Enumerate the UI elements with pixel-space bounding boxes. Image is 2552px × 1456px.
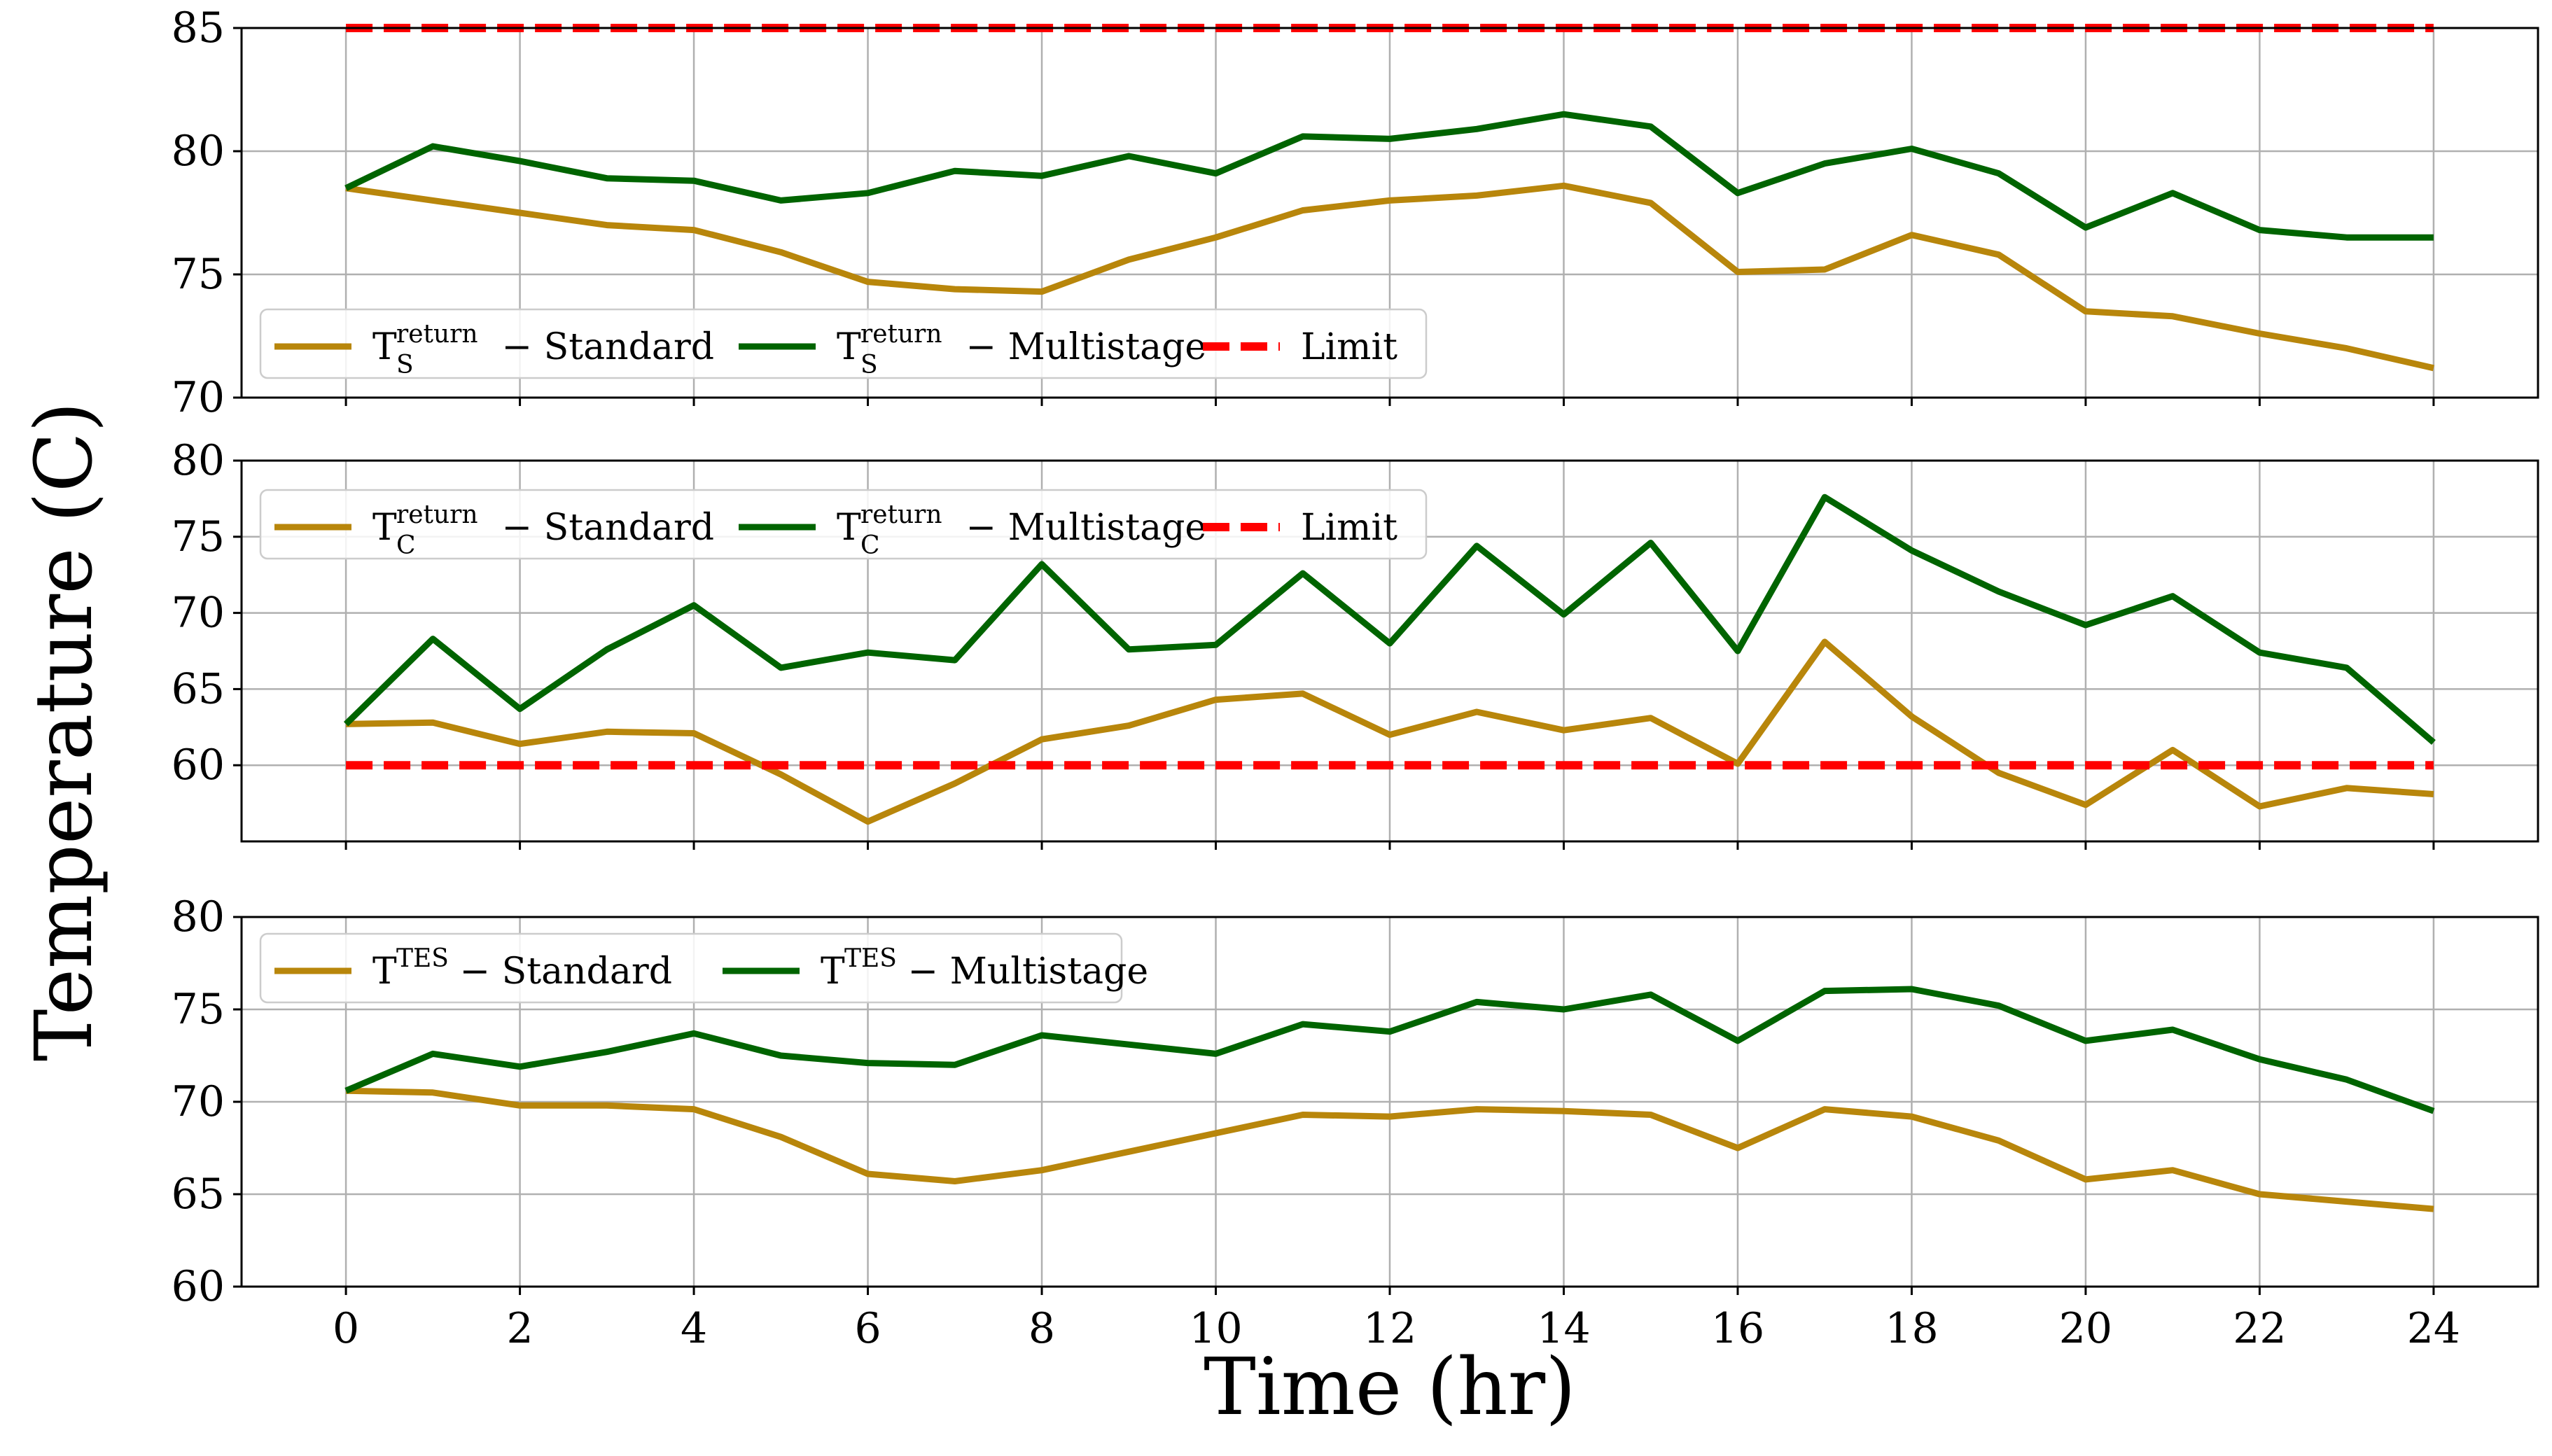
- legend-series-name: − Standard: [448, 951, 672, 993]
- x-tick-label: 0: [333, 1304, 359, 1353]
- legend-series-name: − Multistage: [954, 326, 1206, 368]
- legend-box: [259, 308, 1428, 379]
- x-tick-label: 18: [1885, 1304, 1938, 1353]
- legend-subscript: C: [860, 531, 880, 560]
- legend-label: Treturn C − Standard: [372, 500, 714, 560]
- y-tick-label: 75: [172, 250, 225, 299]
- legend: TTES − Standard TTES − Multistage: [259, 932, 1148, 1004]
- y-tick-label: 60: [172, 741, 225, 790]
- x-tick-label: 4: [681, 1304, 707, 1353]
- x-tick-label: 24: [2407, 1304, 2460, 1353]
- axes-frame: [240, 459, 2539, 843]
- legend-superscript: return: [860, 500, 942, 529]
- y-tick-label: 80: [172, 892, 225, 941]
- legend-superscript: TES: [396, 944, 449, 973]
- x-tick-label: 10: [1189, 1304, 1242, 1353]
- legend: Treturn C − Standard Treturn C − Multistage…: [259, 489, 1428, 560]
- legend-label: Limit: [1301, 326, 1397, 368]
- standard-series-line: [345, 182, 2434, 372]
- y-tick-label: 75: [172, 985, 225, 1034]
- x-tick-label: 6: [854, 1304, 881, 1353]
- y-tick-label: 70: [172, 1077, 225, 1126]
- y-tick-label: 70: [172, 589, 225, 638]
- legend-symbol: T: [837, 507, 861, 549]
- legend: Treturn S − Standard Treturn S − Multistage…: [259, 308, 1428, 379]
- y-tick-label: 65: [172, 664, 225, 713]
- legend-label: Treturn S − Multistage: [837, 320, 1206, 379]
- legend-superscript: return: [396, 500, 478, 529]
- standard-series-line: [346, 1087, 2434, 1212]
- x-axis-title: Time (hr): [1204, 1342, 1576, 1433]
- y-tick-label: 60: [172, 1262, 225, 1311]
- legend-box: [259, 489, 1428, 560]
- y-axis-title: Temperature (C): [19, 402, 110, 1061]
- x-tick-label: 14: [1537, 1304, 1590, 1353]
- legend-superscript: return: [860, 320, 942, 349]
- legend-subscript: S: [396, 351, 414, 379]
- y-tick-label: 80: [172, 127, 225, 176]
- y-tick-label: 70: [172, 373, 225, 422]
- x-tick-label: 2: [506, 1304, 533, 1353]
- x-tick-label: 8: [1029, 1304, 1055, 1353]
- legend-superscript: return: [396, 320, 478, 349]
- legend-superscript: TES: [844, 944, 897, 973]
- y-tick-label: 65: [172, 1170, 225, 1219]
- legend-symbol: T: [372, 951, 397, 993]
- legend-symbol: T: [837, 326, 861, 368]
- standard-series-line: [346, 638, 2434, 825]
- legend-series-name: − Multistage: [896, 951, 1148, 993]
- legend-series-name: − Multistage: [954, 507, 1206, 549]
- legend-subscript: C: [396, 531, 416, 560]
- multistage-series-line: [344, 111, 2434, 241]
- legend-series-name: − Standard: [490, 326, 714, 368]
- x-tick-label: 12: [1363, 1304, 1416, 1353]
- legend-symbol: T: [821, 951, 845, 993]
- x-axis-tick-labels: 0 2 4 6 8 10 12 14 16 18 20 22 24: [333, 1304, 2460, 1353]
- multistage-series-line: [344, 986, 2435, 1114]
- legend-box: [259, 932, 1123, 1004]
- legend-symbol: T: [372, 507, 397, 549]
- legend-label: TTES − Standard: [372, 944, 672, 993]
- y-tick-label: 80: [172, 436, 225, 485]
- legend-label: Treturn C − Multistage: [837, 500, 1206, 560]
- x-tick-label: 20: [2059, 1304, 2112, 1353]
- legend-label: TTES − Multistage: [821, 944, 1148, 993]
- legend-symbol: T: [372, 326, 397, 368]
- x-tick-label: 22: [2233, 1304, 2286, 1353]
- y-tick-label: 75: [172, 512, 225, 561]
- legend-label: Treturn S − Standard: [372, 320, 714, 379]
- legend-subscript: S: [860, 351, 878, 379]
- axes-frame: [240, 27, 2539, 399]
- legend-label: Limit: [1301, 507, 1397, 549]
- x-tick-label: 16: [1711, 1304, 1764, 1353]
- y-tick-label: 85: [172, 4, 225, 52]
- legend-series-name: − Standard: [490, 507, 714, 549]
- axes-frame: [240, 916, 2539, 1288]
- multistage-series-line: [343, 493, 2436, 746]
